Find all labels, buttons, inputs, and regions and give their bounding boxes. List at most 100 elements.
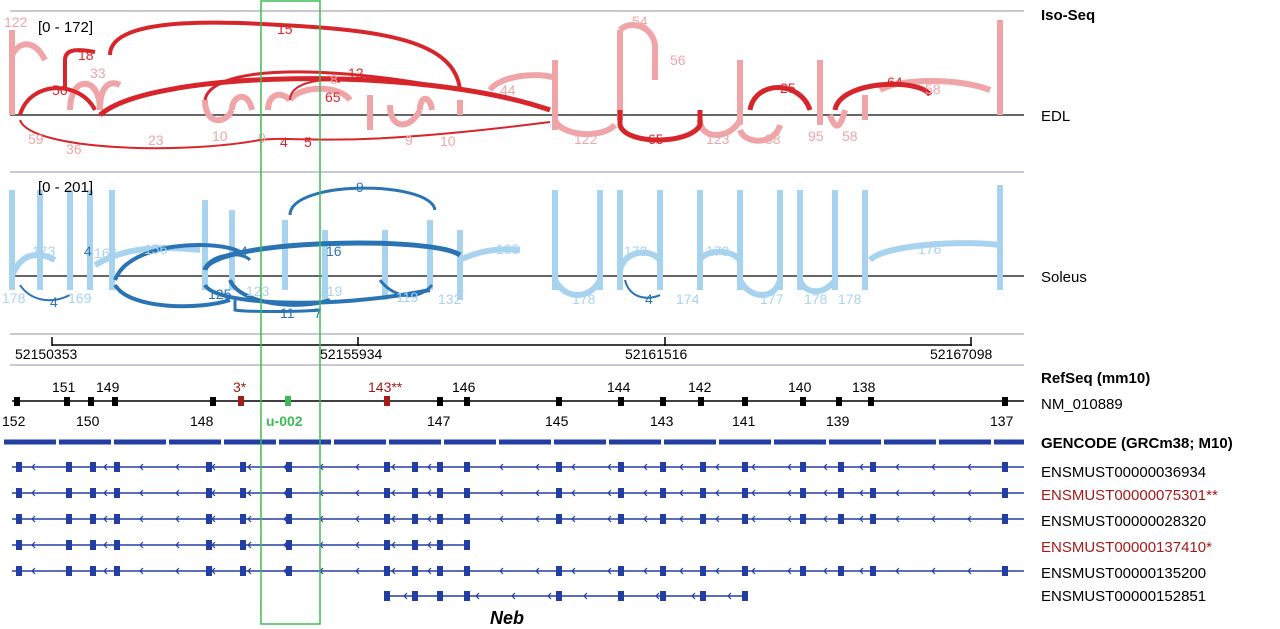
gencode-exon bbox=[114, 488, 120, 498]
gencode-exon bbox=[1002, 566, 1008, 576]
highlight-region-box bbox=[260, 0, 321, 625]
soleus-junction-label: 4 bbox=[84, 243, 92, 259]
edl-junction-label: 95 bbox=[808, 128, 824, 144]
gencode-exon bbox=[437, 540, 443, 550]
edl-arc-12 bbox=[203, 70, 461, 101]
strand-arrow-icon bbox=[679, 567, 684, 575]
gencode-exon bbox=[66, 462, 72, 472]
strand-arrow-icon bbox=[499, 463, 504, 471]
edl-coverage-arc bbox=[417, 95, 435, 111]
refseq-exon-label: 140 bbox=[788, 379, 812, 395]
refseq-exon bbox=[742, 397, 748, 406]
refseq-exon-label: 142 bbox=[688, 379, 712, 395]
edl-coverage-arc bbox=[827, 109, 848, 129]
strand-arrow-icon bbox=[427, 489, 432, 497]
gencode-exon bbox=[556, 566, 562, 576]
strand-arrow-icon bbox=[931, 567, 936, 575]
strand-arrow-icon bbox=[583, 592, 588, 600]
gencode-exon bbox=[90, 540, 96, 550]
strand-arrow-icon bbox=[355, 463, 360, 471]
soleus-junction-label: 178 bbox=[706, 243, 730, 259]
strand-arrow-icon bbox=[967, 567, 972, 575]
iso-seq-title: Iso-Seq bbox=[1041, 7, 1095, 24]
soleus-arc-4 bbox=[19, 284, 71, 302]
gencode-exon bbox=[1002, 514, 1008, 524]
strand-arrow-icon bbox=[535, 515, 540, 523]
edl-junction-label: 122 bbox=[4, 14, 28, 30]
soleus-coverage bbox=[9, 185, 1003, 300]
ruler-tick-label: 52150353 bbox=[15, 346, 78, 362]
soleus-junction-label: 16 bbox=[326, 243, 342, 259]
soleus-junction-label: 119 bbox=[396, 289, 419, 305]
gencode-exon bbox=[206, 462, 212, 472]
gencode-exon bbox=[206, 566, 212, 576]
refseq-exon-labels-top: 151 149 3* 143** 146 144 142 140 138 bbox=[52, 379, 876, 395]
edl-coverage-arc bbox=[617, 22, 658, 80]
edl-junction-label: 122 bbox=[574, 131, 598, 147]
edl-junction-label: 65 bbox=[325, 89, 341, 105]
refseq-exon bbox=[14, 397, 20, 406]
gencode-exon bbox=[240, 514, 246, 524]
gencode-exon bbox=[384, 514, 390, 524]
gencode-exon bbox=[700, 566, 706, 576]
ruler-tick-label: 52167098 bbox=[930, 346, 993, 362]
refseq-exon bbox=[437, 397, 443, 406]
refseq-title: RefSeq (mm10) bbox=[1041, 370, 1150, 387]
refseq-exon bbox=[836, 397, 842, 406]
edl-coverage-arc bbox=[487, 72, 557, 93]
strand-arrow-icon bbox=[823, 489, 828, 497]
gencode-exon bbox=[437, 591, 443, 601]
gencode-exon bbox=[412, 566, 418, 576]
strand-arrow-icon bbox=[511, 592, 516, 600]
edl-arc-lower bbox=[19, 119, 551, 150]
refseq-exon-label: 137 bbox=[990, 413, 1014, 429]
strand-arrow-icon bbox=[103, 515, 108, 523]
refseq-exon bbox=[1002, 397, 1008, 406]
gencode-exon bbox=[412, 488, 418, 498]
strand-arrow-icon bbox=[571, 489, 576, 497]
strand-arrow-icon bbox=[643, 515, 648, 523]
edl-junction-label: 10 bbox=[440, 133, 456, 149]
gencode-exon bbox=[660, 488, 666, 498]
edl-coverage-arc bbox=[737, 123, 783, 144]
soleus-coverage-arc bbox=[797, 278, 838, 295]
track-titles: Iso-Seq RefSeq (mm10) NM_010889 GENCODE … bbox=[1041, 7, 1233, 605]
gencode-exon bbox=[114, 540, 120, 550]
gencode-exon bbox=[384, 540, 390, 550]
gencode-exon bbox=[742, 591, 748, 601]
refseq-exon bbox=[464, 397, 470, 406]
strand-arrow-icon bbox=[139, 567, 144, 575]
strand-arrow-icon bbox=[175, 463, 180, 471]
edl-junction-label: 44 bbox=[500, 82, 516, 98]
strand-arrow-icon bbox=[427, 515, 432, 523]
gencode-exon bbox=[800, 514, 806, 524]
gencode-exon bbox=[742, 488, 748, 498]
gencode-exon bbox=[240, 488, 246, 498]
edl-junction-label: 9 bbox=[258, 130, 266, 146]
strand-arrow-icon bbox=[499, 515, 504, 523]
gencode-exon bbox=[16, 566, 22, 576]
soleus-junction-label: 174 bbox=[676, 291, 700, 307]
strand-arrow-icon bbox=[427, 463, 432, 471]
gencode-exon bbox=[618, 488, 624, 498]
gencode-exon bbox=[556, 488, 562, 498]
strand-arrow-icon bbox=[139, 463, 144, 471]
strand-arrow-icon bbox=[391, 541, 396, 549]
coordinate-ruler: 52150353 52155934 52161516 52167098 bbox=[10, 333, 1024, 366]
edl-junction-label: 5 bbox=[304, 134, 312, 150]
strand-arrow-icon bbox=[247, 567, 252, 575]
gencode-exon bbox=[384, 462, 390, 472]
edl-coverage-arc bbox=[229, 93, 255, 111]
gencode-exon bbox=[384, 591, 390, 601]
gencode-exon bbox=[800, 566, 806, 576]
soleus-junction-label: 119 bbox=[320, 283, 343, 299]
soleus-junction-label: 4 bbox=[240, 243, 248, 259]
strand-arrow-icon bbox=[643, 463, 648, 471]
strand-arrow-icon bbox=[391, 489, 396, 497]
gencode-exon bbox=[240, 566, 246, 576]
soleus-junction-label: 178 bbox=[804, 291, 828, 307]
strand-arrow-icon bbox=[679, 515, 684, 523]
gencode-exon bbox=[286, 566, 292, 576]
gencode-exon bbox=[700, 462, 706, 472]
refseq-exon bbox=[64, 397, 70, 406]
